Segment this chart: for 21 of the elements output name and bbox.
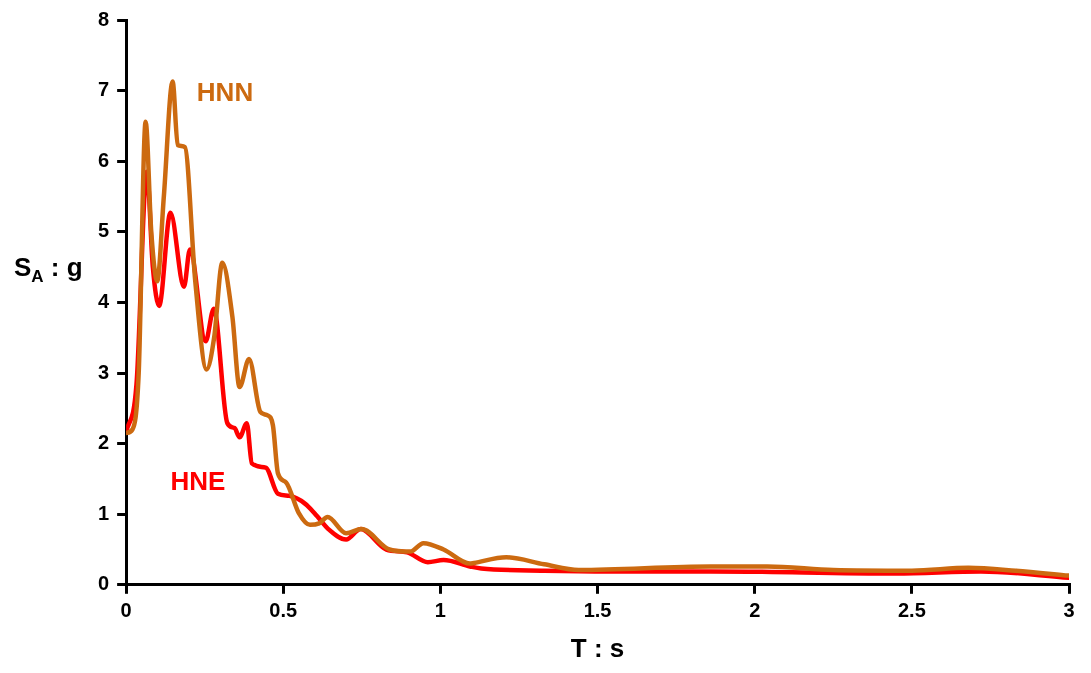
x-tick-label: 0 bbox=[120, 599, 132, 622]
line-series bbox=[126, 79, 1069, 578]
x-tick-label: 3 bbox=[1063, 599, 1075, 622]
x-tick-label: 2.5 bbox=[897, 599, 926, 622]
y-tick-label: 2 bbox=[98, 431, 110, 454]
series-label: HNE bbox=[170, 466, 226, 497]
y-tick-label: 5 bbox=[98, 219, 110, 242]
y-tick-label: 8 bbox=[98, 7, 110, 30]
x-tick-label: 1 bbox=[434, 599, 446, 622]
y-tick-label: 3 bbox=[98, 360, 110, 383]
y-tick-label: 6 bbox=[98, 148, 110, 171]
y-axis-title: S$_{A}$ : g bbox=[14, 252, 83, 288]
y-tick-label: 1 bbox=[98, 501, 110, 524]
y-tick-label: 7 bbox=[98, 78, 110, 101]
series-label: HNN bbox=[196, 76, 254, 107]
x-axis-title: T : s bbox=[570, 632, 625, 663]
x-tick-label: 0.5 bbox=[269, 599, 298, 622]
y-tick-label: 0 bbox=[98, 572, 110, 595]
y-tick-label: 4 bbox=[98, 289, 110, 312]
x-tick-label: 2 bbox=[749, 599, 761, 622]
x-tick-label: 1.5 bbox=[583, 599, 612, 622]
